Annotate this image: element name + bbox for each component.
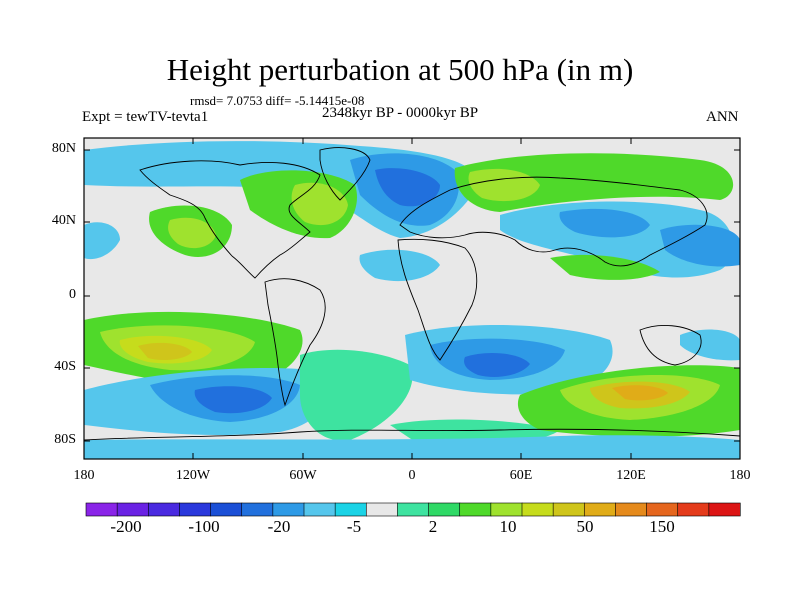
colorbar-label: -200	[110, 517, 142, 536]
x-tick-label: 120E	[616, 468, 646, 483]
x-tick-label: 180	[73, 468, 95, 483]
y-tick-label: 40S	[54, 359, 76, 374]
contour-blue-southatlantic-core	[464, 352, 530, 377]
colorbar-swatch	[179, 502, 212, 517]
colorbar-swatch	[677, 502, 710, 517]
coast-africa	[397, 238, 478, 361]
colorbar-swatch	[583, 502, 617, 517]
contour-midblue-northpacific	[559, 208, 650, 238]
contour-blue-westpacific	[84, 222, 120, 260]
coast-north-america	[139, 160, 321, 279]
coast-europe-asia	[399, 176, 708, 267]
colorbar-swatch	[116, 502, 149, 517]
colorbar-swatch	[646, 502, 679, 517]
colorbar-label: 150	[649, 517, 675, 536]
colorbar-swatch	[147, 502, 181, 517]
contour-midblue-eastpacific	[660, 224, 740, 267]
x-tick-label: 0	[408, 468, 416, 483]
x-tick-label: 180	[729, 468, 751, 483]
y-tick-label: 80S	[54, 432, 76, 447]
colorbar-label: -20	[267, 517, 291, 536]
experiment-label: Expt = tewTV-tevta1	[82, 109, 209, 125]
colorbar-label: 10	[499, 517, 517, 536]
period-label: 2348kyr BP - 0000kyr BP	[322, 105, 479, 121]
contour-blue-antarctic	[84, 435, 740, 459]
contour-gold-southindian	[612, 385, 668, 401]
colorbar-swatch	[552, 502, 585, 517]
contour-blue-southpacific-core	[194, 386, 272, 414]
colorbar-swatch	[210, 502, 243, 517]
contour-blue-atlantic	[359, 249, 440, 282]
colorbar-swatch	[521, 502, 554, 517]
colorbar-swatch	[490, 502, 523, 517]
colorbar-swatch	[708, 502, 741, 517]
colorbar-label: 50	[576, 517, 594, 536]
colorbar-swatch	[397, 502, 430, 517]
colorbar-label: 2	[428, 517, 438, 536]
y-tick-label: 40N	[51, 213, 76, 228]
season-label: ANN	[706, 109, 739, 125]
contour-lime-northpacific	[168, 217, 216, 249]
contour-lime-eurasia	[468, 168, 540, 202]
colorbar-swatch	[85, 502, 118, 517]
colorbar-swatch	[303, 502, 336, 517]
colorbar-swatch	[241, 502, 274, 517]
coast-south-america	[264, 278, 326, 407]
colorbar-swatch	[428, 502, 461, 517]
statistics-line: rmsd= 7.0753 diff= -5.14415e-08	[190, 93, 365, 108]
x-tick-label: 60W	[289, 468, 317, 483]
colorbar-swatch	[615, 502, 648, 517]
contour-seagreen-southatlantic	[300, 349, 413, 441]
x-tick-label: 60E	[509, 468, 533, 483]
y-tick-label: 0	[69, 287, 76, 302]
coast-greenland	[319, 147, 371, 201]
map-title: Height perturbation at 500 hPa (in m)	[166, 52, 634, 87]
axis-ticks	[84, 138, 740, 459]
y-tick-label: 80N	[51, 141, 76, 156]
contour-olive-southpacific	[138, 342, 192, 360]
contour-blue-southeast	[680, 329, 740, 361]
x-tick-label: 120W	[175, 468, 211, 483]
contour-green-equatorial	[550, 254, 660, 280]
coast-australia	[639, 325, 702, 366]
colorbar-label: -5	[346, 517, 362, 536]
colorbar-swatch	[459, 502, 492, 517]
colorbar-label: -100	[188, 517, 220, 536]
coastlines	[84, 147, 740, 441]
colorbar-swatch	[334, 502, 367, 517]
contour-blue-scandinavia-core	[375, 168, 440, 207]
colorbar-swatch	[365, 502, 399, 517]
colorbar-swatch	[272, 502, 305, 517]
contour-blue-northpacific	[500, 201, 734, 278]
contour-field	[84, 138, 740, 459]
colorbar	[85, 502, 741, 517]
coast-antarctica	[84, 428, 740, 441]
